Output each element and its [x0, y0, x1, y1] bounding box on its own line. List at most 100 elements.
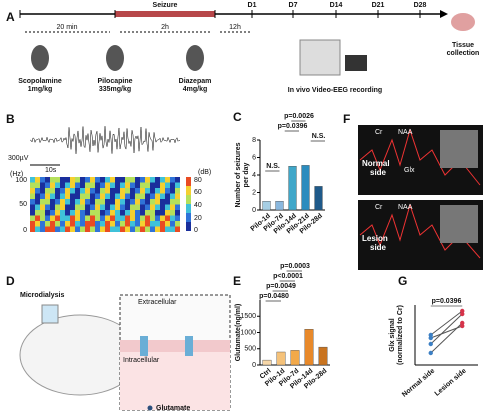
spectrogram-cell — [90, 210, 95, 216]
spectrogram-cell — [155, 221, 160, 227]
spectrogram-cell — [85, 182, 90, 188]
pair-line — [430, 313, 463, 345]
spectrogram-cell — [125, 199, 130, 205]
spectrogram-cell — [70, 226, 75, 232]
spectrogram-cell — [90, 215, 95, 221]
text: C — [233, 110, 242, 124]
spectrogram-cell — [130, 177, 135, 183]
spectrogram-cell — [155, 199, 160, 205]
spectrogram-cell — [165, 177, 170, 183]
text: 1mg/kg — [28, 86, 53, 93]
text: 4mg/kg — [183, 86, 208, 93]
point — [428, 350, 433, 356]
text: 2h — [161, 24, 169, 31]
spectrogram-cell — [75, 193, 80, 199]
spectrogram-cell — [110, 199, 115, 205]
spectrogram-cell — [140, 177, 145, 183]
spectrogram-cell — [55, 204, 60, 210]
text: p=0.0003 — [280, 263, 310, 270]
spectrogram-cell — [170, 226, 175, 232]
spectrogram-cell — [95, 215, 100, 221]
spectrogram-cell — [160, 193, 165, 199]
spectrogram-cell — [35, 188, 40, 194]
bar — [318, 346, 328, 366]
spectrogram-cell — [140, 188, 145, 194]
spectrogram-cell — [100, 215, 105, 221]
text: 0 — [194, 227, 198, 234]
spectrogram-cell — [105, 182, 110, 188]
colorbar — [186, 177, 191, 186]
text: p=0.0396 — [278, 123, 308, 130]
spectrogram-cell — [45, 210, 50, 216]
text: 12h — [229, 24, 241, 31]
spectrogram-cell — [115, 204, 120, 210]
spectrogram-cell — [70, 221, 75, 227]
spectrogram-cell — [110, 210, 115, 216]
bar — [304, 329, 314, 366]
spectrogram-cell — [135, 204, 140, 210]
spectrogram-cell — [120, 210, 125, 216]
spectrogram-cell — [145, 221, 150, 227]
spectrogram-cell — [160, 210, 165, 216]
spectrogram-cell — [120, 215, 125, 221]
spectrogram-cell — [30, 199, 35, 205]
spectrogram-cell — [120, 193, 125, 199]
spectrogram-cell — [55, 210, 60, 216]
spectrogram-cell — [60, 221, 65, 227]
spectrogram-cell — [150, 199, 155, 205]
spectrogram-cell — [170, 182, 175, 188]
panel-f-art — [358, 125, 483, 270]
spectrogram-cell — [160, 226, 165, 232]
spectrogram-cell — [175, 193, 180, 199]
spectrogram-cell — [150, 177, 155, 183]
spectrogram-cell — [40, 182, 45, 188]
text: p=0.0026 — [284, 113, 314, 120]
spectrogram-cell — [145, 193, 150, 199]
spectrogram-cell — [75, 182, 80, 188]
spectrogram-cell — [140, 182, 145, 188]
spectrogram-cell — [80, 199, 85, 205]
spectrogram-cell — [165, 182, 170, 188]
spectrogram-cell — [35, 215, 40, 221]
spectrogram-cell — [55, 177, 60, 183]
spectrogram-cell — [60, 210, 65, 216]
spectrogram-cell — [175, 226, 180, 232]
spectrogram-cell — [40, 221, 45, 227]
spectrogram-cell — [95, 226, 100, 232]
text: per day — [243, 162, 250, 187]
text: B — [6, 112, 15, 126]
spectrogram-cell — [105, 221, 110, 227]
spectrogram-cell — [40, 210, 45, 216]
spectrogram-cell — [85, 221, 90, 227]
spectrogram-cell — [140, 221, 145, 227]
spectrogram-cell — [70, 215, 75, 221]
spectrogram-cell — [150, 210, 155, 216]
text: 50 — [19, 201, 27, 208]
spectrogram-cell — [45, 215, 50, 221]
spectrogram-cell — [115, 177, 120, 183]
text: Microdialysis — [20, 292, 64, 299]
text: Cr — [375, 129, 383, 136]
spectrogram-cell — [120, 199, 125, 205]
spectrogram-cell — [155, 182, 160, 188]
spectrogram-cell — [170, 199, 175, 205]
text: NAA — [398, 129, 413, 136]
spectrogram-cell — [175, 204, 180, 210]
spectrogram-cell — [165, 188, 170, 194]
text: 2 — [252, 189, 256, 196]
point — [460, 308, 465, 314]
spectrogram-cell — [90, 177, 95, 183]
text: 4 — [252, 172, 256, 179]
spectrogram-cell — [100, 199, 105, 205]
spectrogram-cell — [80, 177, 85, 183]
spectrogram-cell — [75, 204, 80, 210]
spectrogram-cell — [160, 221, 165, 227]
text: D7 — [289, 2, 298, 9]
spectrogram-cell — [80, 193, 85, 199]
colorbar — [186, 186, 191, 195]
spectrogram-cell — [105, 177, 110, 183]
spectrogram-cell — [155, 204, 160, 210]
spectrogram-cell — [70, 177, 75, 183]
spectrogram-cell — [165, 204, 170, 210]
spectrogram-cell — [35, 193, 40, 199]
